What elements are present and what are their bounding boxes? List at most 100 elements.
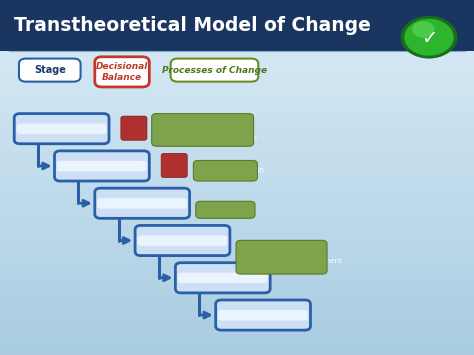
Bar xyxy=(0,21,474,23)
Bar xyxy=(0,275,474,277)
Bar xyxy=(0,316,474,318)
Bar xyxy=(0,18,474,20)
Bar xyxy=(0,96,474,98)
Text: ✓: ✓ xyxy=(421,29,437,48)
Bar xyxy=(0,307,474,309)
Bar xyxy=(0,80,474,82)
Bar xyxy=(0,332,474,334)
Bar xyxy=(0,195,474,197)
Bar xyxy=(0,282,474,284)
Bar xyxy=(0,71,474,73)
Bar xyxy=(0,190,474,192)
Bar xyxy=(0,197,474,199)
Bar xyxy=(0,327,474,328)
Bar xyxy=(0,75,474,76)
Bar xyxy=(0,163,474,165)
Bar xyxy=(0,146,474,147)
Bar xyxy=(0,350,474,351)
Bar xyxy=(0,55,474,57)
Bar xyxy=(0,51,474,53)
Bar xyxy=(0,46,474,48)
Bar xyxy=(0,309,474,311)
Bar xyxy=(0,256,474,257)
Bar xyxy=(0,353,474,355)
Bar xyxy=(0,82,474,83)
Bar xyxy=(0,39,474,41)
Bar xyxy=(0,73,474,75)
Bar xyxy=(0,240,474,241)
Bar xyxy=(0,133,474,135)
Bar xyxy=(0,202,474,204)
FancyBboxPatch shape xyxy=(19,59,81,82)
Bar xyxy=(0,48,474,50)
FancyBboxPatch shape xyxy=(121,116,147,140)
Bar xyxy=(0,334,474,335)
Bar xyxy=(0,293,474,295)
Bar xyxy=(0,211,474,213)
Text: Consciousness raising
Dramatic relief
Environmental reevaluation: Consciousness raising Dramatic relief En… xyxy=(157,119,257,141)
Bar xyxy=(0,87,474,89)
Bar xyxy=(0,37,474,39)
Bar xyxy=(0,142,474,144)
Bar xyxy=(0,280,474,282)
Bar xyxy=(0,91,474,92)
Bar xyxy=(0,266,474,268)
Bar xyxy=(0,243,474,245)
Bar xyxy=(0,227,474,229)
Bar xyxy=(0,220,474,222)
Bar xyxy=(0,302,474,304)
Bar xyxy=(0,343,474,344)
Bar xyxy=(0,147,474,149)
FancyBboxPatch shape xyxy=(95,188,190,218)
Bar xyxy=(0,311,474,312)
Bar xyxy=(0,348,474,350)
Bar xyxy=(0,137,474,138)
Bar xyxy=(0,277,474,279)
Bar xyxy=(0,231,474,233)
Bar xyxy=(0,20,474,21)
Bar xyxy=(0,59,474,60)
Bar xyxy=(0,4,474,5)
Bar xyxy=(0,169,474,170)
Bar xyxy=(0,94,474,96)
Bar xyxy=(0,296,474,298)
Bar xyxy=(0,314,474,316)
Text: Self-reevaluation: Self-reevaluation xyxy=(199,166,264,175)
Bar xyxy=(0,288,474,289)
Bar xyxy=(0,99,474,101)
Bar xyxy=(0,174,474,176)
FancyBboxPatch shape xyxy=(55,151,149,181)
Bar xyxy=(0,259,474,261)
Bar xyxy=(0,248,474,250)
FancyBboxPatch shape xyxy=(193,160,257,181)
Bar xyxy=(0,27,474,28)
Bar xyxy=(0,312,474,314)
FancyBboxPatch shape xyxy=(137,235,228,246)
Bar xyxy=(0,16,474,18)
Circle shape xyxy=(404,19,454,56)
Bar xyxy=(0,186,474,188)
Bar xyxy=(0,62,474,64)
Bar xyxy=(0,34,474,36)
FancyBboxPatch shape xyxy=(97,198,187,209)
Bar xyxy=(0,300,474,302)
Bar xyxy=(0,272,474,273)
Bar xyxy=(0,160,474,162)
Bar xyxy=(0,304,474,305)
Bar xyxy=(0,201,474,202)
Bar xyxy=(0,225,474,227)
FancyBboxPatch shape xyxy=(196,201,255,218)
Bar xyxy=(0,138,474,140)
Bar xyxy=(0,284,474,286)
Bar xyxy=(0,124,474,126)
Bar xyxy=(0,162,474,163)
Bar xyxy=(0,257,474,259)
Text: Counter conditioning
Helping relationships
Reinforcement management
Stimulus con: Counter conditioning Helping relationshi… xyxy=(242,242,342,272)
Bar xyxy=(0,318,474,320)
Bar xyxy=(0,101,474,103)
Bar xyxy=(0,98,474,99)
Bar xyxy=(0,183,474,185)
Bar xyxy=(0,128,474,130)
FancyBboxPatch shape xyxy=(152,114,254,146)
FancyBboxPatch shape xyxy=(95,57,149,87)
